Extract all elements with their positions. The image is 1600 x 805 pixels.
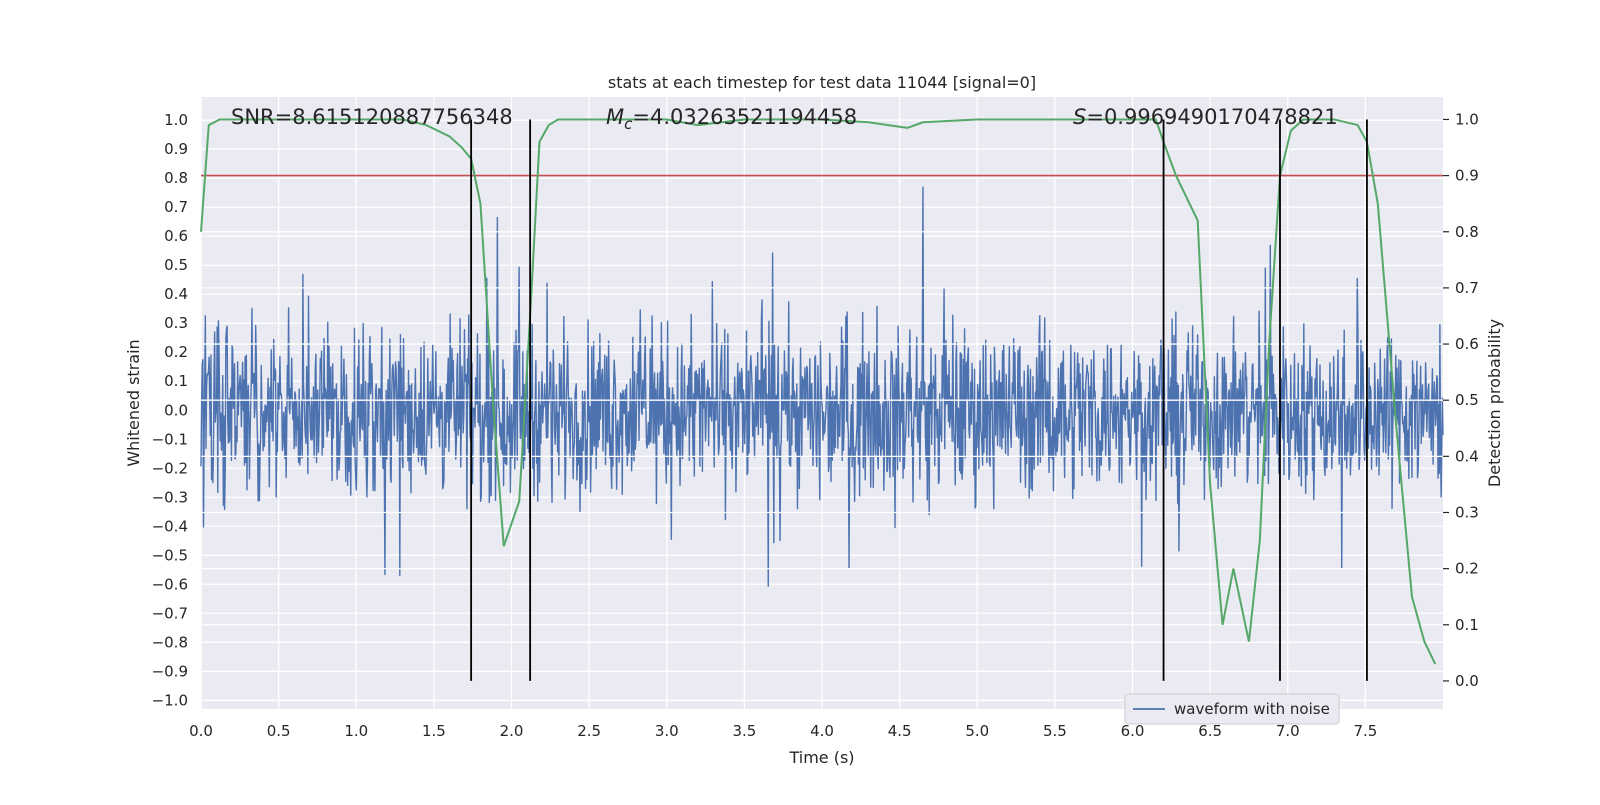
detection-probability-line: [200, 118, 1437, 665]
vertical-markers: [470, 119, 1368, 681]
y-right-tick-label: 0.4: [1455, 447, 1479, 465]
y-left-tick-label: 1.0: [164, 111, 188, 129]
y-left-tick-label: −0.8: [152, 633, 188, 651]
legend-box: [1124, 693, 1340, 725]
x-tick-label: 4.5: [888, 722, 912, 740]
y-left-tick-label: −0.6: [152, 575, 188, 593]
y-right-tick-label: 0.7: [1455, 279, 1479, 297]
y-left-tick-label: −0.7: [152, 604, 188, 622]
x-tick-label: 5.5: [1043, 722, 1067, 740]
y-right-tick-label: 0.0: [1455, 672, 1479, 690]
y-left-tick-label: 0.7: [164, 198, 188, 216]
x-axis-label: Time (s): [788, 748, 854, 767]
y-left-tick-label: 0.0: [164, 401, 188, 419]
x-tick-label: 0.0: [189, 722, 213, 740]
y-right-tick-label: 0.2: [1455, 560, 1479, 578]
legend-label: waveform with noise: [1174, 700, 1330, 718]
y-right-tick-label: 0.9: [1455, 167, 1479, 185]
y-left-tick-label: 0.5: [164, 256, 188, 274]
x-tick-label: 3.5: [732, 722, 756, 740]
y-left-tick-label: 0.9: [164, 140, 188, 158]
x-tick-label: 0.5: [267, 722, 291, 740]
y-left-tick-label: −0.1: [152, 430, 188, 448]
y-right-axis-label: Detection probability: [1485, 319, 1504, 487]
y-left-tick-label: 0.2: [164, 343, 188, 361]
x-tick-label: 2.5: [577, 722, 601, 740]
y-right-tick-label: 0.3: [1455, 503, 1479, 521]
x-axis-ticks: 0.0 0.5 1.0 1.5 2.0 2.5 3.0 3.5 4.0 4.5 5.0 5.5 6.0 6…: [189, 722, 1377, 740]
y-left-tick-label: −0.3: [152, 488, 188, 506]
s-value: =0.9969490170478821: [1086, 105, 1337, 129]
x-tick-label: 4.0: [810, 722, 834, 740]
x-tick-label: 6.0: [1121, 722, 1145, 740]
y-left-tick-label: −0.5: [152, 546, 188, 564]
snr-annotation: SNR=8.615120887756348: [231, 105, 513, 129]
y-left-tick-label: −0.9: [152, 662, 188, 680]
waveform-layer: [200, 186, 1444, 587]
legend: waveform with noise: [1124, 693, 1340, 725]
y-left-tick-label: 0.3: [164, 314, 188, 332]
y-left-tick-label: 0.1: [164, 372, 188, 390]
y-right-tick-label: 0.6: [1455, 335, 1479, 353]
chart-title: stats at each timestep for test data 110…: [608, 73, 1036, 92]
x-tick-label: 2.0: [500, 722, 524, 740]
s-annotation: S=0.9969490170478821: [1073, 105, 1338, 129]
x-tick-label: 1.0: [344, 722, 368, 740]
y-right-tick-label: 0.5: [1455, 391, 1479, 409]
chirp-mass-annotation: Mc=4.03263521194458: [606, 105, 857, 133]
x-tick-label: 5.0: [965, 722, 989, 740]
y-left-axis-ticks: −1.0 −0.9 −0.8 −0.7 −0.6 −0.5 −0.4 −0.3 −0.2 −0.1…: [152, 111, 188, 709]
y-left-tick-label: −0.2: [152, 459, 188, 477]
x-tick-label: 3.0: [655, 722, 679, 740]
x-tick-label: 1.5: [422, 722, 446, 740]
x-tick-label: 7.5: [1353, 722, 1377, 740]
y-right-axis-ticks: 0.0 0.1 0.2 0.3 0.4 0.5 0.6 0.7 0.8 0.9 1.0: [1443, 110, 1479, 690]
mc-subscript: c: [624, 115, 633, 133]
mc-symbol: M: [606, 105, 624, 129]
mc-value: =4.03263521194458: [632, 105, 857, 129]
x-tick-label: 6.5: [1198, 722, 1222, 740]
y-left-tick-label: −0.4: [152, 517, 188, 535]
y-right-tick-label: 0.1: [1455, 616, 1479, 634]
y-left-tick-label: 0.8: [164, 169, 188, 187]
s-symbol: S: [1073, 105, 1086, 129]
y-left-tick-label: −1.0: [152, 691, 188, 709]
y-right-tick-label: 0.8: [1455, 223, 1479, 241]
y-left-tick-label: 0.6: [164, 227, 188, 245]
x-tick-label: 7.0: [1276, 722, 1300, 740]
y-right-tick-label: 1.0: [1455, 110, 1479, 128]
y-left-axis-label: Whitened strain: [124, 339, 143, 466]
y-left-tick-label: 0.4: [164, 285, 188, 303]
waveform-line: [200, 186, 1444, 587]
